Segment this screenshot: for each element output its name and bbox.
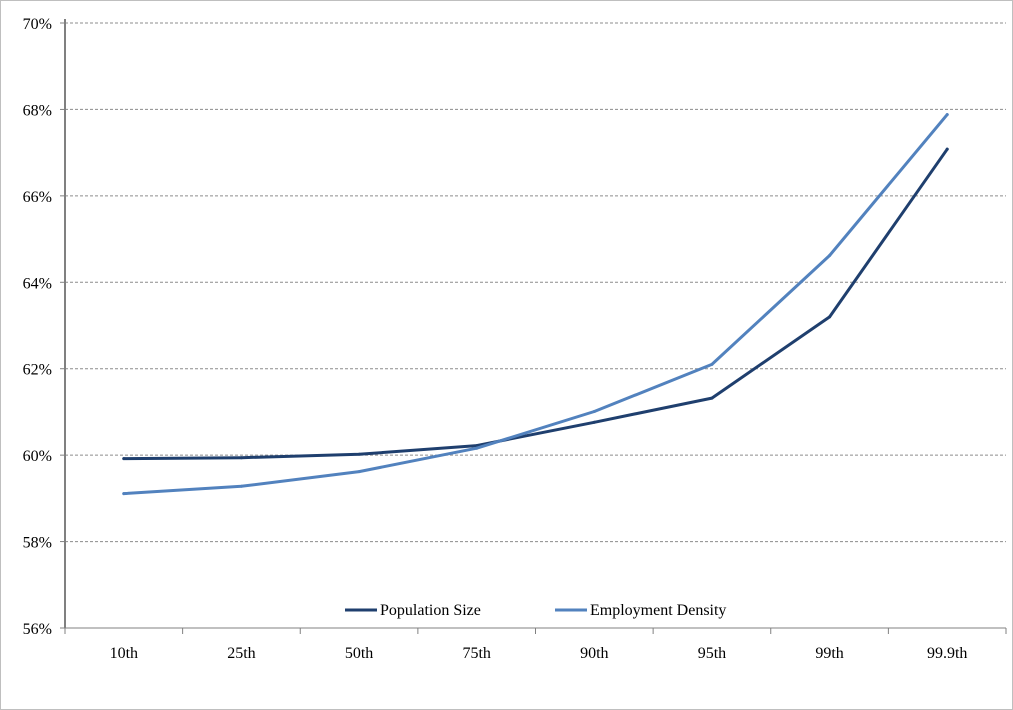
x-tick-label: 99th — [815, 645, 843, 662]
y-tick-label: 66% — [23, 189, 52, 206]
data-point — [592, 409, 596, 413]
x-tick-label: 25th — [227, 645, 255, 662]
x-axis-ticks: 10th 25th 50th 75th 90th 95th 99th 99.9th — [64, 628, 1007, 662]
y-tick-label: 68% — [23, 102, 52, 119]
data-point — [710, 396, 714, 400]
data-point — [122, 492, 126, 496]
y-tick-label: 56% — [23, 621, 52, 638]
legend-label: Employment Density — [590, 602, 726, 619]
data-point — [239, 484, 243, 488]
series-lines — [122, 113, 949, 496]
y-tick-label: 70% — [23, 16, 52, 33]
data-point — [945, 113, 949, 117]
data-point — [475, 444, 479, 448]
x-tick-label: 50th — [345, 645, 373, 662]
data-point — [357, 452, 361, 456]
data-point — [475, 446, 479, 450]
x-tick-label: 99.9th — [927, 645, 967, 662]
y-axis-ticks: 56% 58% 60% 62% 64% 66% 68% 70% — [23, 16, 65, 638]
data-point — [710, 362, 714, 366]
data-point — [945, 147, 949, 151]
gridlines — [65, 22, 1006, 543]
data-point — [357, 470, 361, 474]
y-tick-label: 64% — [23, 275, 52, 292]
series-line-population-size — [122, 147, 949, 461]
series-line-employment-density — [122, 113, 949, 496]
data-point — [239, 456, 243, 460]
y-tick-label: 62% — [23, 362, 52, 379]
x-tick-label: 10th — [110, 645, 138, 662]
data-point — [122, 457, 126, 461]
legend-label: Population Size — [380, 602, 481, 619]
axes — [64, 19, 1006, 629]
x-tick-label: 95th — [698, 645, 726, 662]
legend: Population Size Employment Density — [345, 602, 726, 619]
data-point — [828, 315, 832, 319]
y-tick-label: 60% — [23, 448, 52, 465]
x-tick-label: 75th — [462, 645, 490, 662]
data-point — [828, 253, 832, 257]
x-tick-label: 90th — [580, 645, 608, 662]
data-point — [592, 420, 596, 424]
y-tick-label: 58% — [23, 535, 52, 552]
